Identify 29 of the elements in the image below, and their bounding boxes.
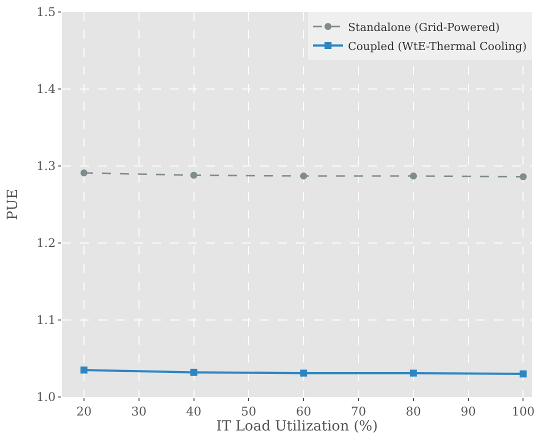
x-tick-label: 80 [406,404,422,418]
legend-label: Coupled (WtE-Thermal Cooling) [348,40,527,53]
y-tick-label: 1.0 [36,390,56,404]
x-axis-title: IT Load Utilization (%) [216,418,378,434]
point [80,366,88,374]
y-tick-label: 1.1 [36,313,56,328]
x-tick-label: 90 [460,404,476,418]
point [410,172,417,180]
point [520,173,527,180]
x-tick-label: 60 [296,404,312,418]
point [300,370,308,377]
point [300,172,308,180]
y-tick-label: 1.3 [36,159,56,174]
x-tick-label: 40 [186,404,202,418]
y-tick-label: 1.5 [36,5,56,20]
point [80,169,88,176]
x-tick-label: 30 [131,404,147,418]
x-tick-label: 20 [76,404,92,418]
y-tick-label: 1.2 [36,236,56,250]
y-tick-label: 1.4 [36,82,56,96]
point [410,370,417,377]
legend-label: Standalone (Grid-Powered) [348,20,500,34]
x-tick-label: 50 [241,404,256,418]
x-tick-label: 100 [512,404,535,418]
point [520,370,527,378]
point [190,172,198,179]
x-tick-label: 70 [350,404,366,418]
y-axis-title: PUE [5,188,22,220]
point [190,368,198,376]
